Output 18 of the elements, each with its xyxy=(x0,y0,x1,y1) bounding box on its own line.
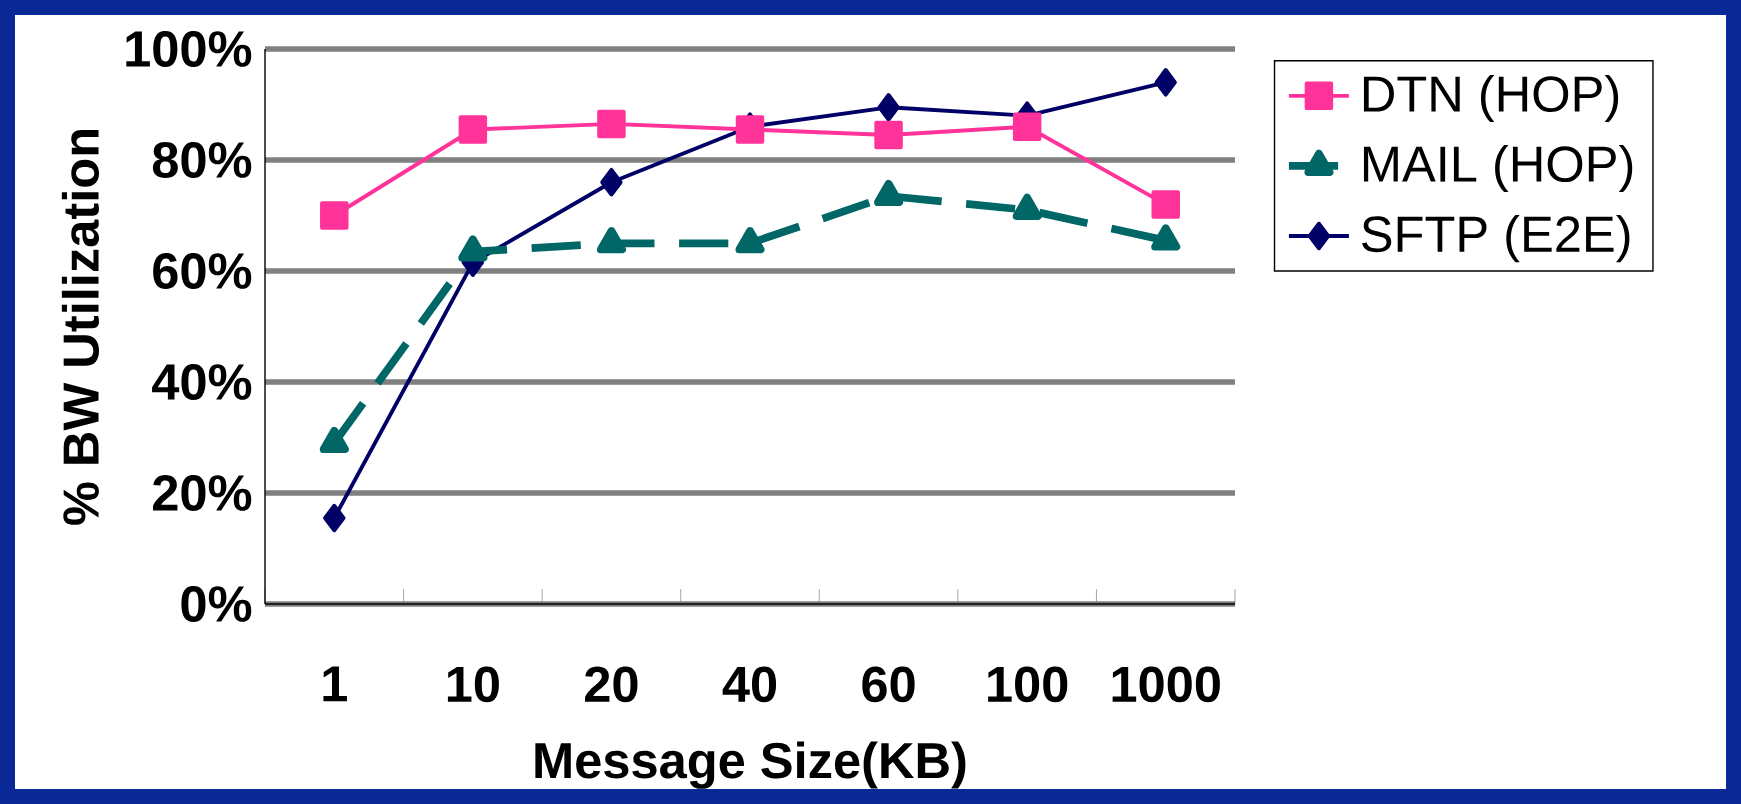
x-tick-label: 10 xyxy=(447,666,499,703)
legend-label: SFTP (E2E) xyxy=(1362,215,1630,263)
y-tick-label: 100% xyxy=(126,31,252,67)
y-tick-label: 60% xyxy=(153,253,252,289)
x-tick-label: 1 xyxy=(323,666,347,702)
y-tick-label: 80% xyxy=(152,142,252,178)
x-tick-label: 100 xyxy=(988,666,1068,703)
x-tick-label: 20 xyxy=(585,666,638,703)
y-tick-label: 0% xyxy=(181,586,252,622)
x-tick-label: 40 xyxy=(722,666,777,703)
y-axis-title: % BW Utilization xyxy=(61,130,100,525)
x-tick-label: 60 xyxy=(862,666,915,703)
x-tick-label: 1000 xyxy=(1112,666,1220,703)
y-tick-label: 20% xyxy=(153,475,252,511)
legend-label: DTN (HOP) xyxy=(1363,74,1619,123)
y-tick-label: 40% xyxy=(152,364,252,400)
x-axis-title: Message Size(KB) xyxy=(535,741,966,789)
legend-label: MAIL (HOP) xyxy=(1363,144,1633,193)
